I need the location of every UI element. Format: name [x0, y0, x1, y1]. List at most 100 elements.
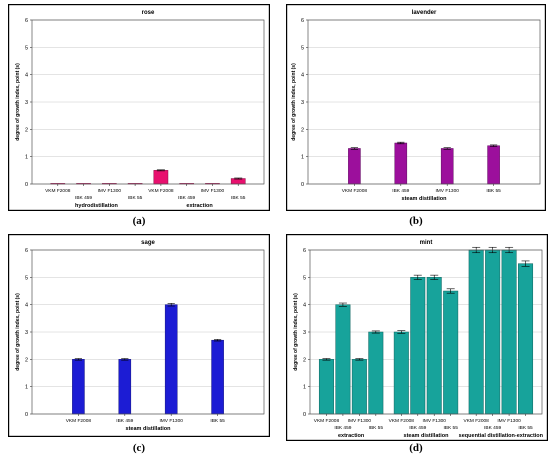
y-tick-label: 5: [25, 275, 28, 281]
bar: [518, 263, 534, 415]
plot-area: [31, 249, 265, 415]
chart-title: mint: [420, 240, 433, 246]
bar: [72, 359, 85, 415]
y-tick-label: 6: [301, 18, 304, 24]
y-tick-label: 3: [301, 100, 304, 106]
y-tick-label: 4: [25, 303, 28, 309]
chart-frame: [286, 4, 546, 212]
x-category-label: VKM F2008: [45, 188, 71, 194]
x-group-label: steam distillation: [404, 433, 450, 439]
chart-panel-a: rose 0 1 2 3 4 5 6 degree of growth index, point…: [8, 4, 270, 212]
bar: [164, 304, 178, 415]
plot-area: [307, 19, 541, 185]
x-category-label: IBK 459: [75, 195, 92, 201]
chart-title: sage: [141, 240, 155, 246]
x-category-label: IBK 55: [128, 195, 143, 201]
x-category-label: IBK 459: [334, 425, 351, 431]
x-category-label: IBK 55: [369, 425, 384, 431]
y-tick-label: 2: [25, 127, 28, 133]
bar: [485, 249, 501, 415]
bar: [410, 277, 426, 415]
y-tick-label: 5: [303, 275, 306, 281]
x-category-label: IMV F1300: [497, 418, 521, 424]
bar: [426, 277, 442, 415]
chart-panel-c: sage 0 1 2 3 4 5 6 degree of growth index, point…: [8, 234, 270, 438]
x-category-label: IMV F1300: [422, 418, 446, 424]
y-tick-label: 2: [303, 357, 306, 363]
x-group-label: hydrodistillation: [75, 203, 118, 209]
x-category-label: IBK 459: [392, 188, 409, 194]
x-category-label: IMV F1300: [201, 188, 225, 194]
chart-title: rose: [142, 10, 155, 16]
x-category-label: VKM F2008: [342, 188, 368, 194]
x-category-label: IBK 55: [210, 418, 225, 424]
chart-mint: mint 0 1 2 3 4 5 6 degree of growth index, point…: [286, 234, 548, 442]
x-category-label: IMV F1300: [159, 418, 183, 424]
y-axis-title: degree of growth index, point (s): [15, 293, 21, 371]
bar: [348, 148, 361, 185]
x-category-label: IMV F1300: [435, 188, 459, 194]
chart-lavender: lavender 0 1 2 3 4 5 6 degree of growth index, p…: [286, 4, 546, 212]
bar: [335, 304, 351, 415]
y-tick-label: 2: [301, 127, 304, 133]
y-tick-label: 4: [303, 303, 306, 309]
y-tick-label: 5: [25, 45, 28, 51]
bar: [440, 148, 454, 185]
caption-b: (b): [409, 215, 423, 227]
y-tick-label: 6: [303, 248, 306, 254]
y-tick-label: 6: [25, 18, 28, 24]
x-category-label: IBK 55: [518, 425, 533, 431]
bar: [211, 339, 224, 415]
y-tick-label: 3: [25, 100, 28, 106]
x-group-label: sequential distillation-extraction: [459, 433, 544, 439]
plot-area: [31, 19, 265, 185]
x-category-label: IBK 459: [178, 195, 195, 201]
y-tick-label: 4: [25, 73, 28, 79]
y-axis-title: degree of growth index, point (s): [15, 63, 21, 141]
x-group-label: steam distillation: [402, 196, 448, 202]
y-tick-label: 0: [25, 182, 28, 188]
x-category-label: IBK 459: [116, 418, 133, 424]
y-tick-label: 1: [25, 385, 28, 391]
x-category-label: IBK 55: [486, 188, 501, 194]
chart-frame: [8, 4, 270, 212]
y-tick-label: 5: [301, 45, 304, 51]
y-tick-label: 4: [301, 73, 304, 79]
bar: [368, 331, 384, 415]
y-axis-title: degree of growth index, point (s): [291, 63, 297, 141]
caption-c: (c): [132, 442, 146, 454]
x-category-label: VKM F2008: [389, 418, 415, 424]
chart-sage: sage 0 1 2 3 4 5 6 degree of growth index, point…: [8, 234, 270, 438]
bar: [501, 249, 517, 415]
x-category-label: VKM F2008: [314, 418, 340, 424]
y-tick-label: 0: [25, 412, 28, 418]
bar: [468, 249, 484, 415]
x-category-label: IBK 459: [409, 425, 426, 431]
chart-title: lavender: [412, 10, 437, 16]
bar: [153, 170, 169, 185]
x-group-label: extraction: [186, 203, 213, 209]
x-category-label: VKM F2008: [66, 418, 92, 424]
y-tick-label: 1: [301, 155, 304, 161]
chart-panel-d: mint 0 1 2 3 4 5 6 degree of growth index, point…: [286, 234, 548, 442]
caption-a: (a): [132, 215, 146, 227]
y-tick-label: 0: [301, 182, 304, 188]
y-axis-title: degree of growth index, point (s): [293, 293, 299, 371]
bar: [443, 290, 459, 415]
bar: [393, 331, 409, 415]
y-tick-label: 6: [25, 248, 28, 254]
chart-frame: [8, 234, 270, 438]
x-group-label: extraction: [338, 433, 365, 439]
bar: [118, 359, 132, 415]
bar: [318, 359, 334, 415]
bar: [394, 142, 408, 185]
caption-d: (d): [409, 442, 423, 454]
y-tick-label: 3: [303, 330, 306, 336]
x-category-label: IBK 55: [443, 425, 458, 431]
chart-rose: rose 0 1 2 3 4 5 6 degree of growth index, point…: [8, 4, 270, 212]
x-category-label: VKM F2008: [464, 418, 490, 424]
x-category-label: IMV F1300: [98, 188, 122, 194]
x-category-label: IMV F1300: [348, 418, 372, 424]
y-tick-label: 3: [25, 330, 28, 336]
x-category-label: IBK 459: [484, 425, 501, 431]
